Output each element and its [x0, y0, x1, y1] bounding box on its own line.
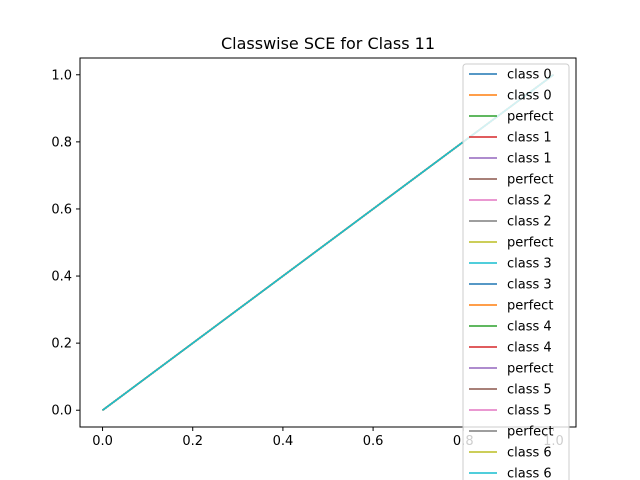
legend-label: class 6	[507, 467, 552, 480]
x-tick-label: 0.6	[363, 434, 384, 449]
y-axis: 0.0 0.2 0.4 0.6 0.8 1.0	[51, 68, 80, 419]
x-tick-label: 0.4	[273, 434, 294, 449]
x-tick-label: 0.0	[92, 434, 113, 449]
legend-label: class 3	[507, 257, 552, 272]
y-tick-label: 0.8	[51, 135, 72, 150]
legend-label: class 0	[507, 68, 552, 83]
legend-label: class 2	[507, 215, 552, 230]
legend-label: class 4	[507, 341, 552, 356]
legend-label: perfect	[507, 110, 553, 125]
plot-frame	[79, 57, 577, 428]
legend-label: class 2	[507, 194, 552, 209]
legend-label: class 1	[507, 152, 552, 167]
legend-label: class 4	[507, 320, 552, 335]
legend-label: class 0	[507, 89, 552, 104]
legend-box	[462, 63, 570, 480]
x-tick-label: 0.2	[182, 434, 203, 449]
y-tick-label: 0.0	[51, 404, 72, 419]
legend-label: perfect	[507, 173, 553, 188]
legend-label: class 3	[507, 278, 552, 293]
y-tick-label: 1.0	[51, 68, 72, 83]
legend-label: class 5	[507, 383, 552, 398]
legend-label: class 6	[507, 446, 552, 461]
legend-label: class 5	[507, 404, 552, 419]
legend-label: class 1	[507, 131, 552, 146]
legend-label: perfect	[507, 236, 553, 251]
legend-label: perfect	[507, 299, 553, 314]
y-tick-label: 0.6	[51, 202, 72, 217]
y-tick-label: 0.4	[51, 270, 72, 285]
legend-label: perfect	[507, 362, 553, 377]
legend: class 0 class 0 perfect class 1 class 1 perfe…	[462, 63, 570, 480]
legend-label: perfect	[507, 425, 553, 440]
y-tick-label: 0.2	[51, 337, 72, 352]
chart-title: Classwise SCE for Class 11	[221, 34, 435, 53]
